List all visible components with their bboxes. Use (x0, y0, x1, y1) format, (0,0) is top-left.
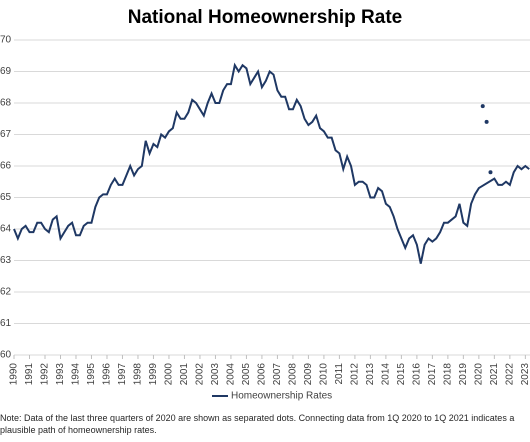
x-tick-label: 1995 (86, 363, 97, 386)
x-tick-label: 2006 (257, 363, 268, 386)
x-tick-label: 2015 (396, 363, 407, 386)
y-tick-label: 67 (0, 129, 12, 140)
x-tick-label: 1994 (71, 363, 82, 386)
y-tick-label: 64 (0, 224, 12, 235)
x-tick-label: 1996 (102, 363, 113, 386)
x-tick-label: 2014 (381, 363, 392, 386)
data-point (480, 104, 485, 109)
x-tick-label: 2011 (334, 363, 345, 385)
y-tick-label: 70 (0, 35, 12, 46)
x-tick-label: 1990 (9, 363, 20, 386)
x-tick-label: 2012 (350, 363, 361, 386)
y-tick-label: 69 (0, 66, 12, 77)
x-tick-label: 1998 (133, 363, 144, 386)
x-tick-label: 2001 (179, 363, 190, 386)
y-tick-label: 68 (0, 98, 12, 109)
x-tick-label: 2013 (365, 363, 376, 386)
x-tick-label: 1999 (148, 363, 159, 386)
x-tick-label: 2019 (458, 363, 469, 386)
data-line (13, 62, 530, 264)
x-tick-label: 2020 (474, 363, 485, 386)
y-tick-label: 60 (0, 350, 12, 361)
x-tick-label: 2008 (288, 363, 299, 386)
note-box: Note: Data of the last three quarters of… (0, 413, 515, 435)
x-tick-label: 1993 (55, 363, 66, 386)
x-tick-label: 2018 (443, 363, 454, 386)
chart-title: National Homeownership Rate (128, 7, 403, 28)
x-tick-label: 2022 (504, 363, 515, 386)
x-tick-label: 2021 (489, 363, 500, 386)
note: Note: Data of the last three quarters of… (0, 413, 515, 435)
x-tick-label: 1992 (40, 363, 51, 386)
x-tick-label: 2016 (412, 363, 423, 386)
legend-label: Homeownership Rates (231, 391, 332, 402)
x-tick-label: 2004 (226, 363, 237, 386)
y-tick-label: 66 (0, 161, 12, 172)
x-tick-label: 2003 (210, 363, 221, 386)
x-tick-label: 2009 (303, 363, 314, 386)
x-tick-label: 2023 (520, 363, 530, 386)
x-tick-label: 2000 (164, 363, 175, 386)
x-tick-label: 2002 (195, 363, 206, 386)
y-tick-label: 65 (0, 192, 12, 203)
x-tick-label: 1997 (117, 363, 128, 386)
data-point (488, 170, 493, 175)
x-tick-label: 2017 (427, 363, 438, 386)
x-tick-label: 2005 (241, 363, 252, 386)
x-tick-label: 2010 (319, 363, 330, 386)
data-point (484, 119, 489, 124)
y-tick-label: 63 (0, 255, 12, 266)
x-tick-label: 1991 (24, 363, 35, 386)
y-tick-label: 62 (0, 287, 12, 298)
y-tick-label: 61 (0, 318, 12, 329)
x-tick-label: 2007 (272, 363, 283, 386)
